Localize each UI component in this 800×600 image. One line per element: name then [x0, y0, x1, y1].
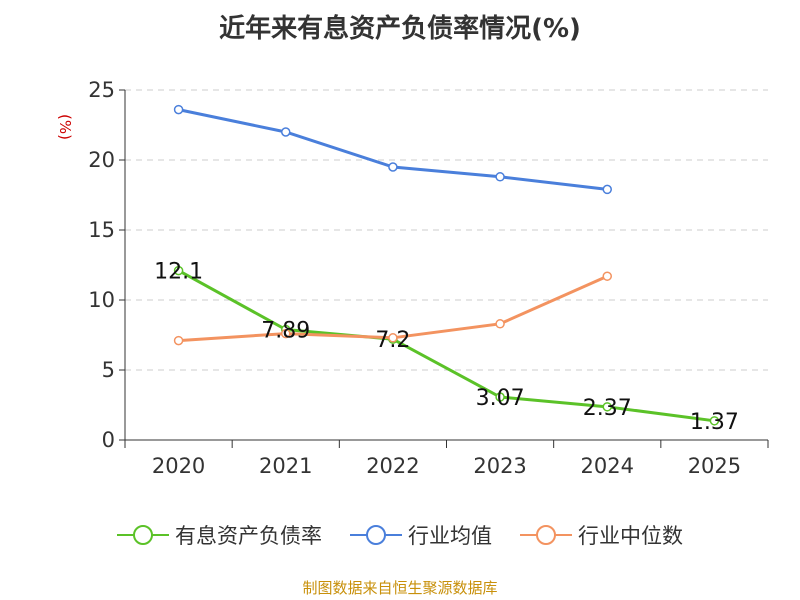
series-line — [178, 108, 608, 191]
x-tick-label: 2025 — [688, 454, 741, 478]
data-label: 2.37 — [583, 396, 632, 421]
legend-line-circle-icon — [520, 525, 572, 545]
data-point[interactable] — [388, 162, 398, 172]
data-point[interactable] — [173, 265, 184, 276]
data-label: 7.2 — [375, 328, 410, 353]
data-point[interactable] — [602, 184, 612, 195]
legend-label: 有息资产负债率 — [175, 524, 322, 548]
data-point[interactable] — [709, 416, 720, 426]
series — [173, 104, 720, 426]
legend: 有息资产负债率 行业均值 行业中位数 — [0, 520, 800, 550]
y-tick-label: 0 — [102, 428, 115, 452]
data-point[interactable] — [173, 104, 184, 115]
data-label: 1.37 — [690, 410, 739, 435]
y-tick-label: 20 — [88, 148, 115, 172]
data-point[interactable] — [388, 333, 398, 343]
legend-label: 行业中位数 — [578, 524, 683, 548]
chart-title: 近年来有息资产负债率情况(%) — [219, 14, 581, 44]
x-tick-label: 2024 — [581, 454, 634, 478]
data-point[interactable] — [495, 172, 505, 182]
data-point[interactable] — [281, 328, 291, 339]
data-label: 7.89 — [261, 319, 310, 344]
y-tick-label: 5 — [102, 358, 115, 382]
data-label: 3.07 — [476, 386, 525, 411]
y-tick-label: 15 — [88, 218, 115, 242]
legend-item[interactable]: 行业均值 — [350, 520, 492, 550]
gridlines — [125, 89, 768, 371]
data-point[interactable] — [495, 392, 505, 402]
series-line — [177, 269, 715, 423]
data-label: 12.1 — [154, 260, 203, 285]
y-tick-label: 10 — [88, 288, 115, 312]
legend-label: 行业均值 — [408, 524, 492, 548]
data-point[interactable] — [602, 271, 612, 281]
y-axis-unit-label: (%) — [56, 114, 74, 140]
x-tick-label: 2023 — [473, 454, 526, 478]
data-point[interactable] — [495, 319, 505, 329]
data-point[interactable] — [173, 335, 184, 346]
data-labels: 12.1 7.89 7.2 3.07 2.37 1.37 — [154, 260, 739, 435]
legend-line-circle-icon — [350, 525, 402, 545]
legend-item[interactable]: 行业中位数 — [520, 520, 683, 550]
x-tick-label: 2022 — [366, 454, 419, 478]
x-tick-label: 2021 — [259, 454, 312, 478]
data-point[interactable] — [602, 402, 612, 412]
legend-item[interactable]: 有息资产负债率 — [117, 520, 322, 550]
y-tick-label: 25 — [88, 78, 115, 102]
source-note: 制图数据来自恒生聚源数据库 — [302, 579, 498, 597]
legend-line-circle-icon — [117, 525, 169, 545]
data-point[interactable] — [281, 127, 291, 137]
x-tick-label: 2020 — [152, 454, 205, 478]
